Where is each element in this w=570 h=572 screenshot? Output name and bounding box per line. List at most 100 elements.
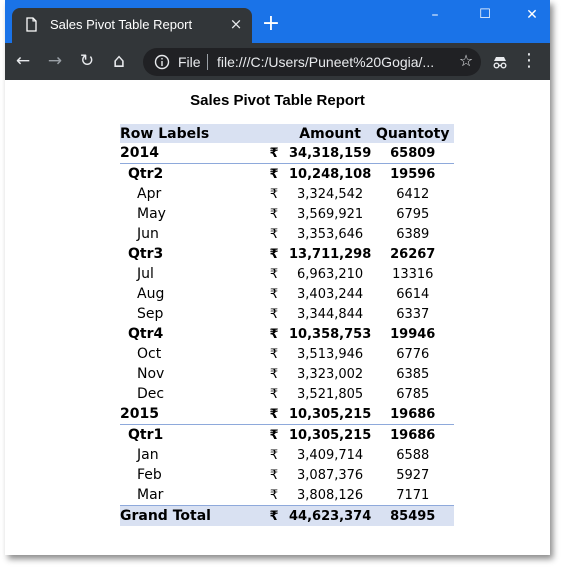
row-label: Aug (137, 286, 165, 302)
browser-window: Sales Pivot Table Report × + – ☐ ✕ ← → ↻… (5, 0, 550, 555)
pivot-row-year: 2014 ₹34,318,159 65809 (120, 143, 455, 164)
quantity-cell: 6795 (396, 206, 430, 222)
grand-total-amount: 44,623,374 (289, 508, 372, 524)
quantity-cell: 6614 (396, 286, 430, 302)
row-label: 2014 (120, 143, 259, 164)
currency-symbol: ₹ (269, 246, 279, 262)
close-window-button[interactable]: ✕ (526, 7, 538, 23)
pivot-row-month: Apr ₹3,324,542 6412 (120, 184, 454, 204)
row-label: Jun (137, 226, 159, 242)
row-label: 2015 (120, 404, 259, 425)
row-label: Oct (137, 346, 162, 362)
amount-cell: 3,808,126 (297, 487, 364, 503)
quantity-cell: 7171 (396, 487, 430, 503)
currency-symbol: ₹ (269, 306, 279, 322)
currency-symbol: ₹ (269, 326, 279, 342)
amount-cell: 3,569,921 (297, 206, 364, 222)
row-label: Sep (137, 306, 164, 322)
pivot-row-month: Sep ₹3,344,844 6337 (120, 304, 454, 324)
omnibox-divider (207, 54, 208, 70)
row-label: Qtr2 (128, 166, 164, 182)
pivot-row-year: 2015 ₹10,305,215 19686 (120, 404, 455, 425)
quantity-cell: 19596 (390, 166, 436, 182)
pivot-row-month: Feb ₹3,087,376 5927 (120, 465, 454, 485)
currency-symbol: ₹ (269, 467, 279, 483)
amount-cell: 3,521,805 (297, 386, 364, 402)
reload-button[interactable]: ↻ (79, 51, 95, 71)
quantity-cell: 26267 (390, 246, 436, 262)
forward-button[interactable]: → (47, 51, 63, 71)
quantity-cell: 6412 (396, 186, 430, 202)
url-text[interactable]: file:///C:/Users/Puneet%20Gogia/... (217, 54, 435, 70)
row-label: Qtr3 (128, 246, 164, 262)
amount-header: Amount (299, 125, 361, 142)
grand-total-row: Grand Total ₹ 44,623,374 85495 (120, 505, 455, 526)
row-label: Jan (137, 447, 159, 463)
pivot-body: 2014 ₹34,318,159 65809 Qtr2 ₹10,248,108 19596… (120, 143, 455, 506)
amount-cell: 6,963,210 (297, 266, 364, 282)
close-tab-icon[interactable]: × (229, 15, 243, 33)
currency-symbol: ₹ (269, 346, 279, 362)
quantity-cell: 6337 (396, 306, 430, 322)
quantity-cell: 13316 (392, 266, 434, 282)
address-bar[interactable]: File file:///C:/Users/Puneet%20Gogia/...… (143, 48, 481, 76)
currency-symbol: ₹ (269, 427, 279, 443)
currency-symbol: ₹ (269, 386, 279, 402)
amount-cell: 13,711,298 (289, 246, 372, 262)
currency-symbol: ₹ (269, 487, 279, 503)
pivot-row-month: Jun ₹3,353,646 6389 (120, 224, 454, 244)
amount-cell: 3,087,376 (297, 467, 364, 483)
currency-symbol: ₹ (269, 206, 279, 222)
row-label: May (137, 206, 166, 222)
grand-total-label: Grand Total (120, 508, 211, 524)
pivot-row-month: Nov ₹3,323,002 6385 (120, 364, 454, 384)
currency-symbol: ₹ (269, 266, 279, 282)
amount-cell: 3,323,002 (297, 366, 364, 382)
pivot-row-qtr: Qtr4 ₹10,358,753 19946 (120, 324, 454, 344)
pivot-row-qtr: Qtr2 ₹10,248,108 19596 (120, 164, 454, 185)
quantity-cell: 19686 (390, 427, 436, 443)
amount-cell: 10,305,215 (289, 404, 372, 425)
currency-symbol: ₹ (269, 186, 279, 202)
quantity-header: Quantoty (376, 125, 450, 142)
currency-symbol: ₹ (269, 226, 279, 242)
quantity-cell: 6385 (396, 366, 430, 382)
browser-toolbar: ← → ↻ ⌂ File file:///C:/Users/Puneet%20G… (5, 43, 550, 80)
incognito-icon[interactable] (491, 53, 509, 71)
currency-symbol: ₹ (259, 143, 289, 164)
pivot-row-month: Mar ₹3,808,126 7171 (120, 485, 454, 506)
currency-symbol: ₹ (269, 366, 279, 382)
maximize-button[interactable]: ☐ (479, 7, 491, 22)
star-icon[interactable]: ☆ (458, 51, 474, 70)
currency-symbol: ₹ (269, 508, 279, 524)
row-label: Mar (137, 487, 164, 503)
pivot-row-month: Aug ₹3,403,244 6614 (120, 284, 454, 304)
tab-title: Sales Pivot Table Report (50, 17, 193, 32)
menu-button[interactable]: ⋮ (520, 50, 538, 71)
pivot-row-month: Jan ₹3,409,714 6588 (120, 445, 454, 465)
page-content: Sales Pivot Table Report Row Labels Amou… (5, 80, 550, 555)
amount-cell: 3,409,714 (297, 447, 364, 463)
pivot-row-month: May ₹3,569,921 6795 (120, 204, 454, 224)
new-tab-button[interactable]: + (261, 11, 281, 36)
browser-tab[interactable]: Sales Pivot Table Report × (12, 8, 252, 43)
pivot-row-month: Oct ₹3,513,946 6776 (120, 344, 454, 364)
pivot-row-qtr: Qtr3 ₹13,711,298 26267 (120, 244, 454, 264)
minimize-button[interactable]: – (431, 7, 439, 23)
row-label: Dec (137, 386, 165, 402)
row-label: Nov (137, 366, 165, 382)
amount-cell: 10,358,753 (289, 326, 372, 342)
back-button[interactable]: ← (15, 51, 31, 71)
currency-symbol: ₹ (269, 286, 279, 302)
amount-cell: 3,353,646 (297, 226, 364, 242)
amount-cell: 3,513,946 (297, 346, 364, 362)
row-label: Qtr1 (128, 427, 164, 443)
currency-symbol: ₹ (259, 404, 289, 425)
quantity-cell: 19946 (390, 326, 436, 342)
pivot-table: Row Labels Amount Quantoty 2014 ₹34,318,1… (120, 124, 455, 526)
tab-strip: Sales Pivot Table Report × + – ☐ ✕ (5, 0, 550, 43)
home-button[interactable]: ⌂ (112, 50, 126, 72)
amount-cell: 10,305,215 (289, 427, 372, 443)
info-icon[interactable] (154, 54, 170, 70)
pivot-row-qtr: Qtr1 ₹10,305,215 19686 (120, 425, 454, 446)
